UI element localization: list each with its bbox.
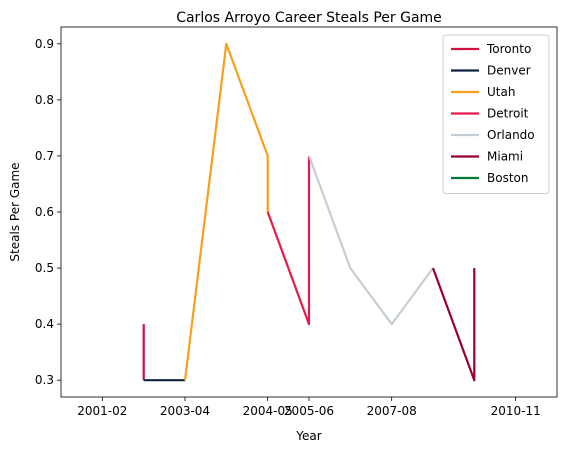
legend-label: Detroit [487,107,529,121]
legend-label: Orlando [487,128,535,142]
x-tick-label: 2007-08 [367,404,417,418]
y-axis-label: Steals Per Game [8,162,22,261]
y-tick-label: 0.4 [35,317,54,331]
y-tick-label: 0.7 [35,149,54,163]
series-line-utah [183,42,269,381]
y-tick-label: 0.9 [35,37,54,51]
x-tick-label: 2001-02 [77,404,127,418]
legend-label: Toronto [486,42,531,56]
y-axis: 0.3 0.4 0.5 0.6 0.7 0.8 0.9 [35,37,61,387]
legend-label: Utah [487,85,515,99]
legend-label: Boston [487,171,528,185]
legend-label: Miami [487,150,523,164]
series-line-miami [431,267,476,382]
y-tick-label: 0.3 [35,373,54,387]
x-axis-label: Year [295,429,321,443]
x-tick-label: 2003-04 [160,404,210,418]
series-line-detroit [266,155,311,326]
legend: Toronto Denver Utah Detroit Orlando Miami Bost… [442,34,550,194]
x-tick-label: 2005-06 [284,404,334,418]
chart-title: Carlos Arroyo Career Steals Per Game [176,10,442,26]
series-line-orlando [307,155,434,326]
legend-label: Denver [487,64,531,78]
y-tick-label: 0.6 [35,205,54,219]
x-tick-label: 2004-05 [243,404,293,418]
legend-box [442,34,550,194]
x-tick-label: 2010-11 [491,404,541,418]
y-tick-label: 0.8 [35,93,54,107]
y-tick-label: 0.5 [35,261,54,275]
series-layer [142,42,476,382]
